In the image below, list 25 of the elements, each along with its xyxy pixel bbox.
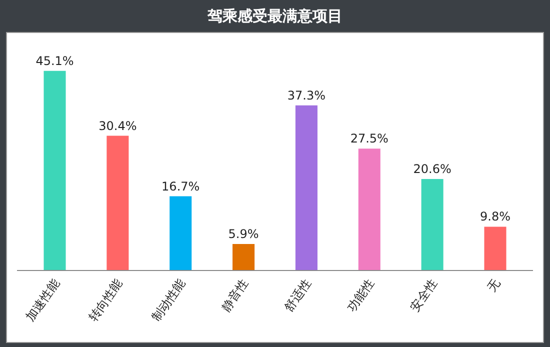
data-label: 37.3% [287,88,326,102]
data-label: 27.5% [350,132,388,146]
bar [170,196,192,270]
bar [232,244,255,270]
x-tick-label: 制动性能 [148,276,188,324]
chart-title: 驾乘感受最满意项目 [208,6,342,26]
x-tick-label: 安全性 [408,276,440,314]
bar [358,148,380,270]
bar [295,105,318,270]
bar [484,226,506,270]
bar [44,70,66,270]
x-tick-label: 无 [484,276,503,294]
bar [421,179,444,270]
data-label: 30.4% [98,118,137,133]
data-label: 16.7% [162,179,200,194]
data-label: 20.6% [413,162,452,176]
data-label: 45.1% [36,54,74,68]
x-tick-label: 功能性 [344,276,377,314]
x-tick-label: 静音性 [218,276,251,314]
bar [106,136,129,270]
data-label: 9.8% [480,210,510,224]
x-tick-label: 舒适性 [282,276,314,314]
x-tick-label: 加速性能 [23,276,62,324]
data-label: 5.9% [228,226,259,241]
x-tick-label: 转向性能 [86,276,126,324]
